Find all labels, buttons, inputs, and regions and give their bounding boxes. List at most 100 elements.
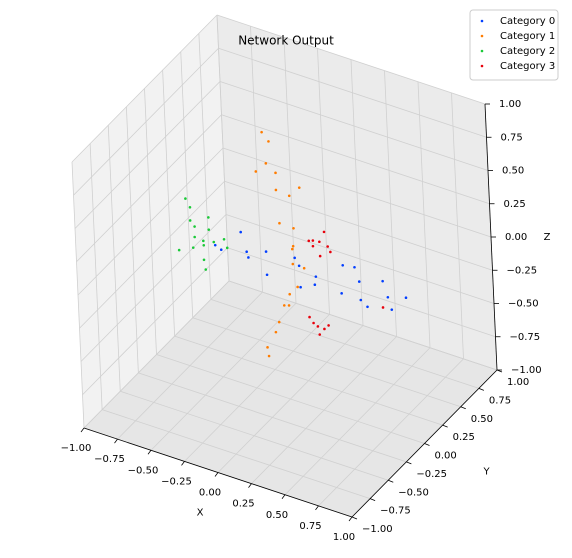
- point: [390, 308, 394, 311]
- x-axis-label: X: [197, 508, 204, 519]
- grid-line: [71, 14, 218, 163]
- x-tick-label: −0.25: [161, 476, 192, 487]
- point: [312, 321, 315, 325]
- grid-line: [216, 14, 486, 105]
- z-tick-label: 0.25: [504, 199, 526, 210]
- point: [353, 265, 356, 269]
- x-tick-label: 0.25: [232, 499, 254, 510]
- grid-line: [174, 335, 443, 426]
- panes: [72, 15, 497, 517]
- point: [404, 296, 408, 300]
- point: [188, 219, 192, 222]
- legend-marker: [480, 19, 484, 23]
- y-tick-label: −1.00: [362, 524, 393, 535]
- legend: Category 0 Category 1 Category 2 Category 3: [469, 9, 559, 81]
- point: [296, 285, 299, 289]
- point: [381, 306, 385, 309]
- point: [326, 245, 329, 248]
- z-tick-label: −0.25: [507, 265, 538, 276]
- point: [318, 333, 322, 336]
- point: [254, 170, 258, 173]
- point: [278, 221, 281, 225]
- z-tick-label: 1.00: [499, 99, 521, 110]
- z-tick-label: 0.75: [501, 132, 523, 143]
- y-tick-label: −0.50: [398, 487, 429, 498]
- x-tick: [281, 494, 286, 499]
- point: [277, 320, 281, 324]
- point: [292, 226, 295, 230]
- point: [386, 295, 390, 299]
- point: [212, 240, 216, 244]
- point: [266, 346, 269, 349]
- point: [264, 162, 268, 165]
- point: [213, 243, 217, 247]
- y-tick: [406, 461, 412, 465]
- grid-line: [76, 114, 222, 263]
- point: [222, 237, 226, 241]
- point: [291, 244, 295, 248]
- point: [202, 258, 206, 262]
- point: [274, 188, 278, 192]
- point: [193, 235, 196, 239]
- point: [287, 304, 291, 307]
- point: [318, 254, 322, 258]
- point: [291, 247, 294, 251]
- point: [302, 266, 306, 270]
- point: [314, 275, 318, 278]
- point: [359, 298, 363, 302]
- x-tick-label: −0.50: [128, 465, 159, 476]
- grid-line: [225, 214, 495, 304]
- point: [202, 244, 206, 247]
- point: [297, 186, 301, 189]
- point: [313, 283, 317, 287]
- y-tick-label: 1.00: [507, 377, 529, 388]
- y-tick-label: −0.25: [416, 469, 447, 480]
- grid-line: [82, 247, 228, 396]
- axes: −1.00−0.75−0.50−0.250.000.250.500.751.00…: [61, 99, 551, 543]
- grid-line: [218, 47, 487, 138]
- legend-marker: [480, 34, 484, 38]
- z-tick-label: 0.50: [502, 166, 524, 177]
- point: [207, 228, 211, 231]
- point: [297, 264, 301, 268]
- point: [381, 279, 384, 283]
- point: [177, 248, 181, 252]
- point: [274, 330, 278, 334]
- y-tick-label: 0.25: [453, 432, 475, 443]
- x-tick: [348, 516, 353, 522]
- point: [291, 262, 295, 266]
- y-tick-label: 0.00: [435, 451, 457, 462]
- x-tick-label: −0.75: [94, 454, 125, 465]
- point: [245, 250, 248, 254]
- grid-line: [224, 180, 493, 271]
- grid-line: [77, 147, 224, 296]
- points: [177, 130, 408, 358]
- point: [316, 325, 320, 328]
- grid-line: [156, 354, 425, 444]
- point: [299, 285, 302, 289]
- grid-line: [79, 180, 225, 329]
- x-tick: [114, 438, 118, 444]
- y-axis-label: Y: [482, 467, 490, 478]
- legend-marker: [480, 64, 484, 68]
- grid-line: [222, 147, 492, 238]
- legend-label: Category 2: [500, 46, 555, 57]
- point: [239, 230, 242, 234]
- x-tick: [80, 427, 85, 433]
- point: [340, 292, 343, 295]
- point: [219, 248, 223, 252]
- point: [274, 171, 277, 175]
- grid-line: [219, 81, 489, 171]
- point: [282, 304, 286, 307]
- point: [193, 225, 196, 228]
- point: [265, 273, 269, 277]
- x-tick: [248, 483, 252, 488]
- z-tick-label: 0.00: [505, 232, 527, 243]
- point: [311, 244, 315, 248]
- x-tick: [181, 461, 185, 466]
- point: [329, 250, 332, 254]
- x-tick: [147, 450, 152, 455]
- x-tick-label: 0.50: [266, 510, 288, 521]
- point: [318, 240, 321, 244]
